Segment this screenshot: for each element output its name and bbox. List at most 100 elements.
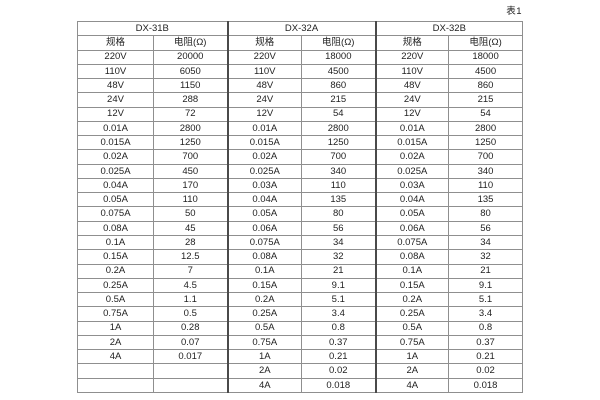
spec-cell: 0.02A xyxy=(77,149,154,165)
resistance-cell: 1.1 xyxy=(152,292,229,308)
spec-cell: 12V xyxy=(226,106,303,122)
spec-cell: 2A xyxy=(374,363,450,379)
resistance-cell: 6050 xyxy=(152,63,229,80)
resistance-cell: 2800 xyxy=(448,120,524,137)
resistance-cell: 80 xyxy=(448,206,524,222)
spec-cell: 0.1A xyxy=(374,263,450,279)
spec-cell: 0.1A xyxy=(226,263,303,279)
resistance-cell xyxy=(152,363,229,379)
table-row: 0.15A 12.5 0.08A 32 0.08A 32 xyxy=(77,249,524,265)
column-header-row: 规格 电阻(Ω) 规格 电阻(Ω) 规格 电阻(Ω) xyxy=(77,35,524,51)
column-header-spec: 规格 xyxy=(77,35,154,51)
resistance-table: DX-31B DX-32A DX-32B 规格 电阻(Ω) 规格 电阻(Ω) 规… xyxy=(76,20,524,393)
table-row: 4A 0.017 1A 0.21 1A 0.21 xyxy=(77,349,524,365)
resistance-cell: 0.8 xyxy=(448,320,524,336)
spec-cell: 0.2A xyxy=(77,263,154,279)
table-row: 0.02A 700 0.02A 700 0.02A 700 xyxy=(77,149,524,165)
resistance-cell: 56 xyxy=(448,220,524,236)
group-header-row: DX-31B DX-32A DX-32B xyxy=(76,20,524,37)
spec-cell: 220V xyxy=(226,49,303,65)
table-row: 0.01A 2800 0.01A 2800 0.01A 2800 xyxy=(77,120,524,137)
spec-cell: 0.075A xyxy=(226,234,303,251)
resistance-cell: 700 xyxy=(152,149,229,165)
resistance-cell: 0.21 xyxy=(301,349,377,365)
resistance-cell: 110 xyxy=(301,177,377,194)
spec-cell: 0.01A xyxy=(226,120,303,137)
spec-cell: 48V xyxy=(374,78,450,94)
resistance-cell: 450 xyxy=(152,163,229,179)
resistance-cell: 4.5 xyxy=(152,277,229,294)
spec-cell: 0.075A xyxy=(374,234,450,251)
spec-cell: 0.04A xyxy=(226,192,303,208)
resistance-cell: 5.1 xyxy=(448,292,524,308)
spec-cell xyxy=(77,363,154,379)
table-row: 0.05A 110 0.04A 135 0.04A 135 xyxy=(77,192,524,208)
resistance-cell: 32 xyxy=(301,249,377,265)
spec-cell: 0.15A xyxy=(77,249,154,265)
resistance-cell: 215 xyxy=(448,92,524,108)
resistance-cell: 18000 xyxy=(301,49,377,65)
resistance-cell: 700 xyxy=(301,149,377,165)
column-header-spec: 规格 xyxy=(374,35,450,51)
spec-cell: 0.06A xyxy=(226,220,303,236)
resistance-cell: 50 xyxy=(152,206,229,222)
spec-cell: 0.25A xyxy=(226,306,303,322)
column-header-resistance: 电阻(Ω) xyxy=(301,35,377,51)
resistance-cell: 135 xyxy=(448,192,524,208)
resistance-cell: 12.5 xyxy=(152,249,229,265)
spec-cell: 0.075A xyxy=(77,206,154,222)
spec-cell: 0.5A xyxy=(226,320,303,336)
table-header: DX-31B DX-32A DX-32B 规格 电阻(Ω) 规格 电阻(Ω) 规… xyxy=(76,20,524,51)
resistance-cell: 0.5 xyxy=(152,306,229,322)
spec-cell: 0.5A xyxy=(374,320,450,336)
table-row: 0.5A 1.1 0.2A 5.1 0.2A 5.1 xyxy=(77,292,524,308)
spec-cell: 48V xyxy=(77,78,154,94)
group-header-dx32b: DX-32B xyxy=(374,20,524,37)
resistance-cell: 340 xyxy=(301,163,377,179)
resistance-cell: 860 xyxy=(301,78,377,94)
spec-cell: 4A xyxy=(226,377,303,393)
resistance-cell: 0.02 xyxy=(301,363,377,379)
table-row: 0.025A 450 0.025A 340 0.025A 340 xyxy=(77,163,524,179)
resistance-cell: 21 xyxy=(301,263,377,279)
spec-cell: 12V xyxy=(374,106,450,122)
spec-cell: 0.025A xyxy=(374,163,450,179)
spec-cell: 0.01A xyxy=(374,120,450,137)
spec-cell: 0.03A xyxy=(374,177,450,194)
spec-cell xyxy=(77,377,154,393)
column-header-resistance: 电阻(Ω) xyxy=(448,35,524,51)
spec-cell: 24V xyxy=(374,92,450,108)
table-row: 48V 1150 48V 860 48V 860 xyxy=(77,78,524,94)
spec-cell: 1A xyxy=(374,349,450,365)
spec-cell: 0.05A xyxy=(77,192,154,208)
resistance-cell: 32 xyxy=(448,249,524,265)
table-row: 2A 0.07 0.75A 0.37 0.75A 0.37 xyxy=(77,334,524,351)
resistance-cell: 4500 xyxy=(448,63,524,80)
spec-cell: 0.25A xyxy=(77,277,154,294)
table-row: 4A 0.018 4A 0.018 xyxy=(77,377,524,393)
table-row: 2A 0.02 2A 0.02 xyxy=(77,363,524,379)
spec-cell: 0.025A xyxy=(226,163,303,179)
resistance-cell: 0.017 xyxy=(152,349,229,365)
resistance-cell: 288 xyxy=(152,92,229,108)
resistance-cell: 5.1 xyxy=(301,292,377,308)
group-header-dx31b: DX-31B xyxy=(76,20,229,37)
resistance-cell: 0.018 xyxy=(448,377,524,393)
spec-cell: 4A xyxy=(77,349,154,365)
spec-cell: 0.08A xyxy=(77,220,154,236)
resistance-cell: 21 xyxy=(448,263,524,279)
resistance-cell: 0.28 xyxy=(152,320,229,336)
table-row: 0.075A 50 0.05A 80 0.05A 80 xyxy=(77,206,524,222)
spec-cell: 0.25A xyxy=(374,306,450,322)
spec-cell: 2A xyxy=(226,363,303,379)
spec-cell: 0.5A xyxy=(77,292,154,308)
spec-cell: 0.75A xyxy=(226,334,303,351)
spec-cell: 0.2A xyxy=(226,292,303,308)
resistance-cell: 1150 xyxy=(152,78,229,94)
table-row: 0.015A 1250 0.015A 1250 0.015A 1250 xyxy=(77,135,524,151)
resistance-cell: 0.02 xyxy=(448,363,524,379)
spec-cell: 0.025A xyxy=(77,163,154,179)
resistance-cell: 4500 xyxy=(301,63,377,80)
spec-cell: 0.08A xyxy=(226,249,303,265)
table-caption: 表1 xyxy=(506,6,522,17)
